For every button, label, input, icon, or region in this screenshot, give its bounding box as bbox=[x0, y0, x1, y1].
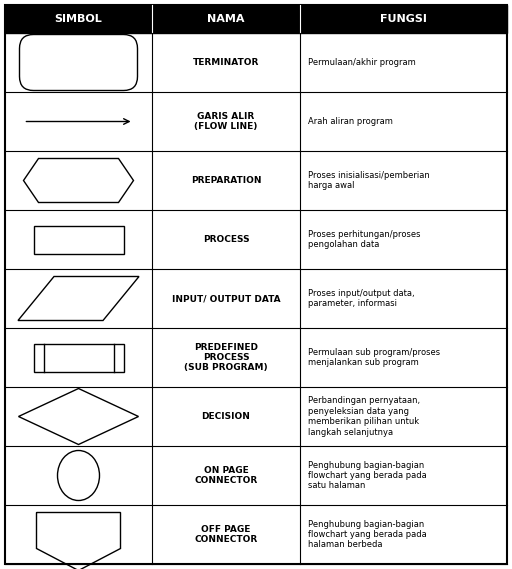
Text: Penghubung bagian-bagian
flowchart yang berada pada
satu halaman: Penghubung bagian-bagian flowchart yang … bbox=[308, 460, 426, 490]
Text: OFF PAGE
CONNECTOR: OFF PAGE CONNECTOR bbox=[195, 525, 258, 544]
Text: Perbandingan pernyataan,
penyeleksian data yang
memberikan pilihan untuk
langkah: Perbandingan pernyataan, penyeleksian da… bbox=[308, 397, 420, 436]
Text: GARIS ALIR
(FLOW LINE): GARIS ALIR (FLOW LINE) bbox=[195, 112, 258, 131]
Text: Penghubung bagian-bagian
flowchart yang berada pada
halaman berbeda: Penghubung bagian-bagian flowchart yang … bbox=[308, 519, 426, 550]
Bar bbox=[5, 5, 507, 33]
Text: Proses inisialisasi/pemberian
harga awal: Proses inisialisasi/pemberian harga awal bbox=[308, 171, 430, 190]
Text: Arah aliran program: Arah aliran program bbox=[308, 117, 393, 126]
Bar bbox=[33, 225, 123, 254]
Text: PREDEFINED
PROCESS
(SUB PROGRAM): PREDEFINED PROCESS (SUB PROGRAM) bbox=[184, 343, 268, 372]
Text: DECISION: DECISION bbox=[202, 412, 250, 421]
Text: PROCESS: PROCESS bbox=[203, 235, 249, 244]
Text: PREPARATION: PREPARATION bbox=[191, 176, 261, 185]
Text: TERMINATOR: TERMINATOR bbox=[193, 58, 259, 67]
Text: SIMBOL: SIMBOL bbox=[55, 14, 102, 24]
Text: FUNGSI: FUNGSI bbox=[380, 14, 427, 24]
Text: INPUT/ OUTPUT DATA: INPUT/ OUTPUT DATA bbox=[172, 294, 280, 303]
Text: ON PAGE
CONNECTOR: ON PAGE CONNECTOR bbox=[195, 466, 258, 485]
Text: Proses input/output data,
parameter, informasi: Proses input/output data, parameter, inf… bbox=[308, 289, 415, 308]
Ellipse shape bbox=[57, 451, 99, 501]
Text: NAMA: NAMA bbox=[207, 14, 245, 24]
Text: Proses perhitungan/proses
pengolahan data: Proses perhitungan/proses pengolahan dat… bbox=[308, 230, 420, 249]
Text: Permulaan sub program/proses
menjalankan sub program: Permulaan sub program/proses menjalankan… bbox=[308, 348, 440, 367]
Bar bbox=[33, 344, 123, 372]
FancyBboxPatch shape bbox=[19, 35, 138, 90]
Text: Permulaan/akhir program: Permulaan/akhir program bbox=[308, 58, 416, 67]
